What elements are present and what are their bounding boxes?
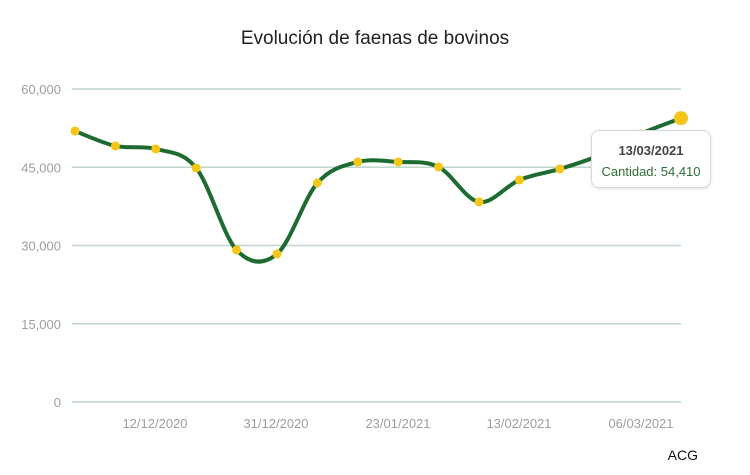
- data-point[interactable]: [312, 178, 322, 188]
- x-tick-label: 31/12/2020: [243, 416, 308, 431]
- data-line: [73, 116, 683, 264]
- y-tick-label: 0: [54, 395, 61, 410]
- tooltip-value: Cantidad: 54,410: [601, 164, 701, 179]
- x-tick-label: 12/12/2020: [122, 416, 187, 431]
- data-point[interactable]: [232, 245, 242, 255]
- x-tick-label: 23/01/2021: [365, 416, 430, 431]
- data-point[interactable]: [70, 126, 80, 136]
- data-point[interactable]: [393, 157, 403, 167]
- gridlines: [72, 88, 681, 403]
- y-tick-label: 15,000: [21, 317, 61, 332]
- data-point[interactable]: [110, 141, 120, 151]
- data-point[interactable]: [555, 164, 565, 174]
- data-point[interactable]: [151, 144, 161, 154]
- chart-title: Evolución de faenas de bovinos: [240, 28, 510, 49]
- highlighted-data-point[interactable]: [674, 111, 688, 126]
- data-point[interactable]: [434, 162, 444, 172]
- x-tick-label: 06/03/2021: [608, 416, 673, 431]
- tooltip: 13/03/2021 Cantidad: 54,410: [591, 130, 711, 188]
- x-tick-label: 13/02/2021: [486, 416, 551, 431]
- y-tick-label: 30,000: [21, 239, 61, 254]
- credit-label: ACG: [667, 447, 698, 463]
- data-point[interactable]: [191, 163, 201, 173]
- data-point[interactable]: [353, 157, 363, 167]
- data-point[interactable]: [272, 249, 282, 259]
- tooltip-date: 13/03/2021: [618, 143, 684, 158]
- y-tick-label: 45,000: [21, 160, 61, 175]
- y-axis-labels: 0 15,000 30,000 45,000 60,000: [21, 82, 61, 410]
- x-axis-labels: 12/12/2020 31/12/2020 23/01/2021 13/02/2021…: [122, 416, 673, 431]
- data-point[interactable]: [474, 197, 484, 207]
- data-point[interactable]: [514, 175, 524, 185]
- y-tick-label: 60,000: [21, 82, 61, 97]
